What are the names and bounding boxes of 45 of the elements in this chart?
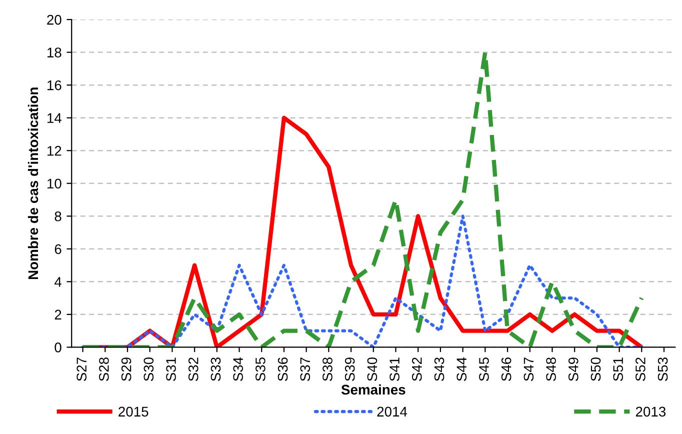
y-axis-title: Nombre de cas d'intoxication [28,88,38,280]
x-tick-label: S33 [210,358,221,381]
x-tick-label: S50 [590,357,601,381]
x-tick-label: S40 [367,357,378,381]
y-tick-label: 12 [48,146,62,156]
x-tick-label: S43 [434,358,444,381]
x-tick-label: S34 [233,357,243,381]
x-tick-label: S36 [278,358,288,381]
x-tick-label: S30 [144,357,154,381]
x-tick-label: S53 [658,358,668,381]
y-tick-label: 10 [48,178,62,189]
x-tick-label: S37 [300,358,310,381]
x-tick-label: S49 [568,358,578,381]
y-tick-label: 4 [54,277,62,287]
legend-label: 2015 [118,406,148,417]
line-series [80,50,644,348]
x-tick-label: S42 [412,358,422,381]
y-tick-label: 0 [54,342,62,352]
x-tick-label: S45 [479,358,489,381]
x-tick-label: S38 [322,358,332,381]
y-tick-label: 20 [47,14,62,25]
y-tick-label: 6 [54,244,62,254]
legend-label: 2014 [377,406,408,417]
legend-label: 2013 [636,406,666,417]
x-tick-label: S48 [546,358,556,381]
y-tick-label: 8 [54,211,62,222]
y-tick-label: 14 [48,113,62,123]
x-tick-label: S29 [121,358,132,381]
x-tick-label: S41 [390,358,400,381]
line-series [81,214,644,348]
y-tick-label: 16 [48,80,62,90]
x-axis-title: Semaines [341,384,406,395]
x-tick-label: S35 [256,358,266,381]
y-tick-label: 18 [48,48,62,58]
y-tick-label: 2 [54,310,62,320]
x-tick-label: S51 [613,358,624,381]
x-tick-label: S31 [166,358,176,381]
x-tick-label: S47 [524,358,534,381]
x-tick-label: S27 [76,358,87,381]
x-tick-label: S39 [344,358,355,381]
x-tick-label: S32 [188,358,198,381]
x-tick-label: S44 [456,357,467,381]
x-tick-label: S28 [99,358,109,381]
x-tick-label: S52 [636,358,646,381]
x-tick-label: S46 [501,358,512,381]
